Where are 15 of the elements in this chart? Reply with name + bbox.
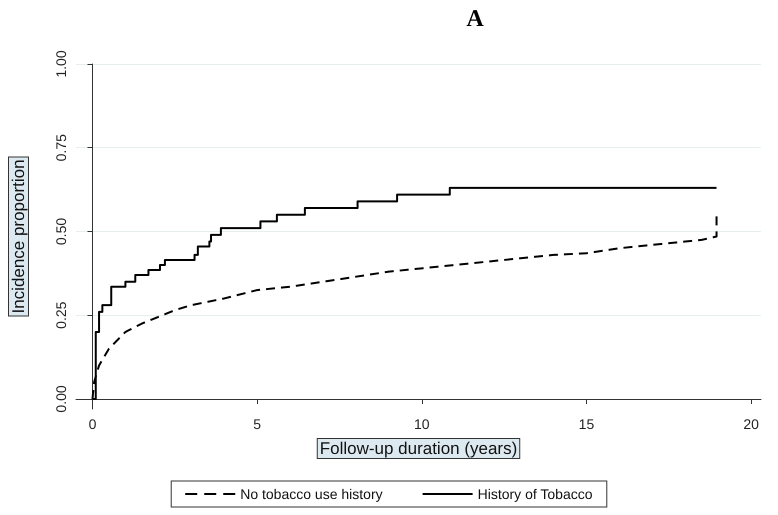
- x-tick-label: 15: [578, 416, 594, 432]
- y-axis-title: Incidence proportion: [9, 159, 28, 314]
- legend-label: No tobacco use history: [240, 486, 383, 502]
- y-tick-label: 0.75: [53, 134, 69, 162]
- y-tick-label: 0.25: [53, 301, 69, 329]
- y-tick-label: 0.50: [53, 218, 69, 246]
- y-tick-label: 0.00: [53, 385, 69, 413]
- x-axis-title: Follow-up duration (years): [320, 439, 518, 458]
- x-tick-label: 0: [88, 416, 97, 432]
- x-tick-label: 10: [414, 416, 430, 432]
- x-tick-label: 5: [253, 416, 262, 432]
- x-tick-label: 20: [743, 416, 760, 432]
- y-tick-label: 1.00: [53, 50, 69, 78]
- legend-label: History of Tobacco: [478, 486, 593, 502]
- chart-title: A: [466, 6, 484, 32]
